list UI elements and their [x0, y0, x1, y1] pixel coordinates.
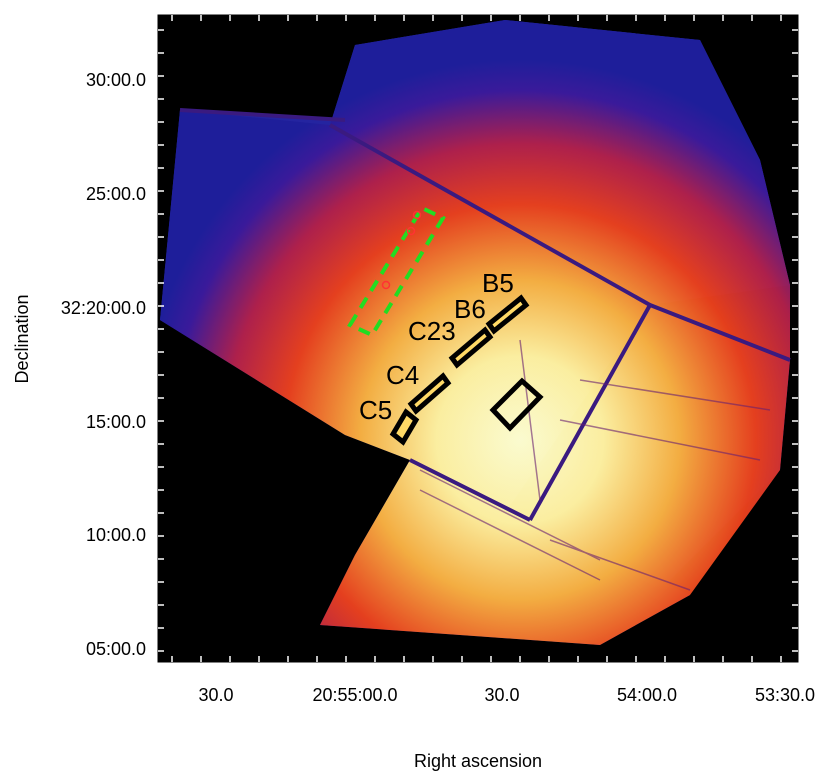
- y-tick-label: 30:00.0: [86, 70, 146, 90]
- x-tick-label: 20:55:00.0: [312, 685, 397, 705]
- y-tick-label: 05:00.0: [86, 639, 146, 659]
- x-tick-labels: 30.0 20:55:00.0 30.0 54:00.0 53:30.0: [198, 685, 815, 705]
- y-tick-label: 32:20:00.0: [61, 298, 146, 318]
- region-c23: [448, 326, 494, 369]
- y-tick-label: 10:00.0: [86, 525, 146, 545]
- y-tick-label: 15:00.0: [86, 412, 146, 432]
- plot-frame: [157, 14, 799, 663]
- x-tick-label: 30.0: [484, 685, 519, 705]
- analysis-regions: B5 B6 C23 C4 C5: [359, 268, 544, 446]
- region-c5: [389, 408, 420, 446]
- chip-gaps: [179, 108, 791, 522]
- tick-marks: [158, 15, 798, 662]
- y-tick-label: 25:00.0: [86, 184, 146, 204]
- region-label-c4: C4: [386, 360, 419, 390]
- image-layer: [160, 20, 791, 645]
- emission-overlay: [160, 20, 790, 645]
- y-tick-labels: 30:00.0 25:00.0 32:20:00.0 15:00.0 10:00…: [61, 70, 146, 659]
- point-source: [412, 210, 422, 220]
- region-label-b5: B5: [482, 268, 514, 298]
- x-tick-label: 53:30.0: [755, 685, 815, 705]
- region-c4: [407, 372, 452, 415]
- point-sources: [381, 210, 422, 290]
- x-axis-title: Right ascension: [414, 751, 542, 771]
- readout-streaks: [419, 339, 771, 591]
- point-source: [406, 226, 416, 236]
- region-background-box: [489, 377, 544, 432]
- region-label-c23: C23: [408, 316, 456, 346]
- region-label-c5: C5: [359, 395, 392, 425]
- region-label-b6: B6: [454, 294, 486, 324]
- dashed-region: [347, 205, 446, 338]
- region-b5: [485, 294, 530, 335]
- point-source: [381, 280, 391, 290]
- x-tick-label: 30.0: [198, 685, 233, 705]
- x-tick-label: 54:00.0: [617, 685, 677, 705]
- y-axis-title: Declination: [12, 294, 32, 383]
